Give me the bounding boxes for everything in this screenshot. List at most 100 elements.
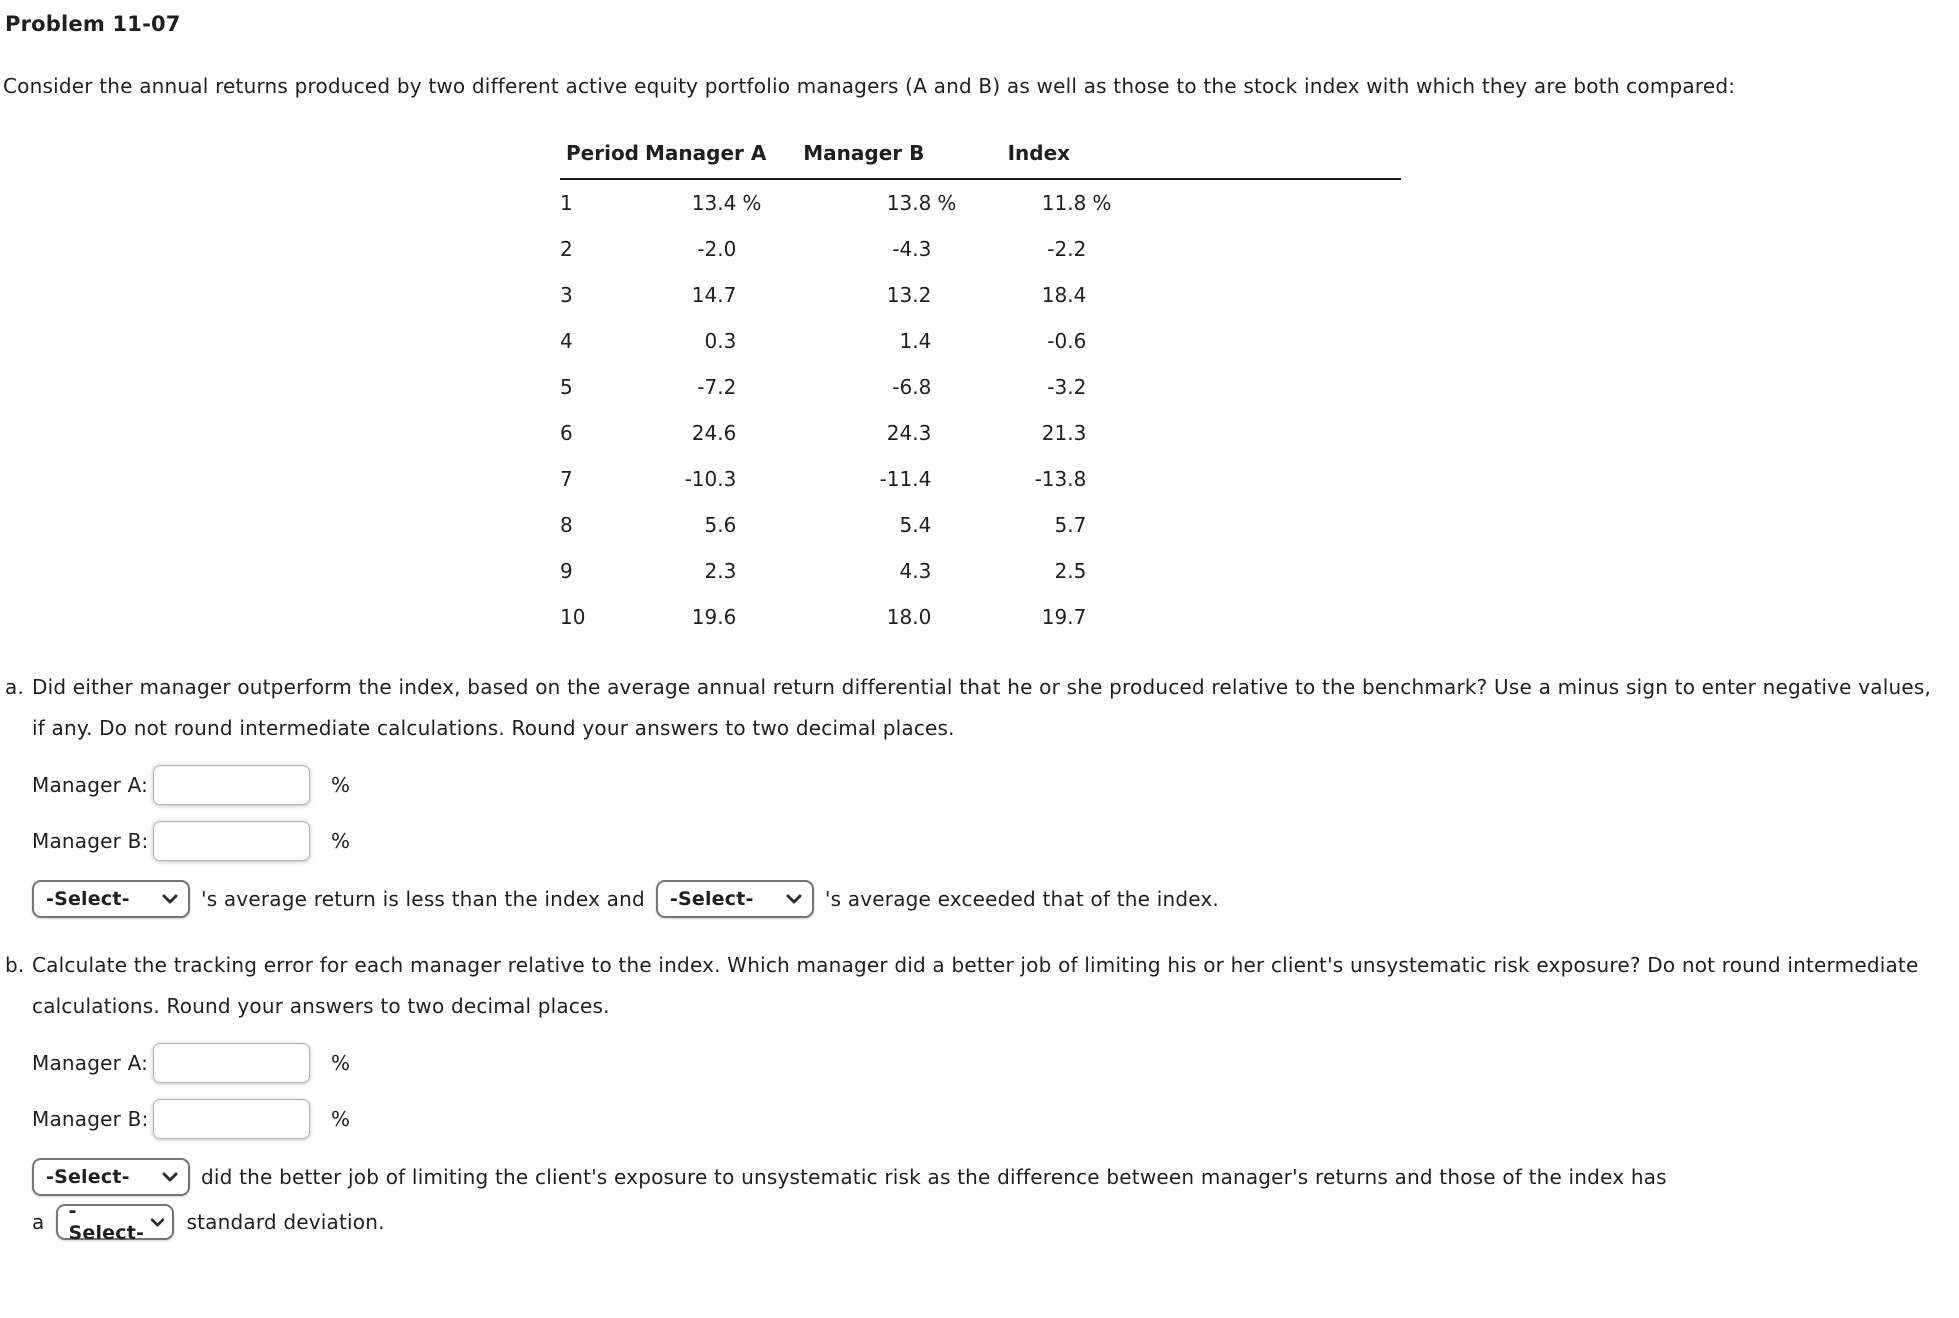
part-a-conclusion-row: -Select- 's average return is less than …: [32, 880, 1952, 918]
table-header-index: Index: [961, 141, 1117, 180]
select-value: -Select-: [46, 1166, 130, 1188]
filler-cell: [1116, 364, 1401, 410]
manager-a-value: -7.2: [697, 375, 737, 399]
table-header-manager-b: Manager B: [766, 141, 962, 180]
percent-sign: %: [1092, 191, 1112, 215]
index-cell: -2.2: [961, 226, 1116, 272]
select-value: -Select-: [68, 1200, 145, 1244]
part-b-manager-b-input[interactable]: [153, 1099, 310, 1139]
part-b-question-row: b. Calculate the tracking error for each…: [5, 945, 1959, 1027]
manager-b-value: 24.3: [886, 421, 932, 445]
filler-cell: [1116, 548, 1401, 594]
problem-title: Problem 11-07: [5, 12, 181, 36]
problem-page: Problem 11-07 Consider the annual return…: [0, 12, 1959, 1244]
manager-a-value: 24.6: [691, 421, 737, 445]
index-cell: -0.6: [961, 318, 1116, 364]
index-cell: 19.7: [961, 594, 1116, 640]
period-cell: 1: [560, 191, 573, 215]
index-cell: -3.2: [961, 364, 1116, 410]
part-b-manager-b-label: Manager B:: [32, 1107, 149, 1131]
part-a-marker: a.: [5, 675, 25, 699]
period-cell: 3: [560, 283, 573, 307]
index-value: 11.8: [1041, 191, 1087, 215]
intro-text: Consider the annual returns produced by …: [3, 74, 1736, 98]
manager-a-cell: 13.4%: [645, 179, 766, 226]
period-cell: 9: [560, 559, 573, 583]
part-a-manager-a-label: Manager A:: [32, 773, 149, 797]
part-b-statement-2-suffix: standard deviation.: [186, 1210, 385, 1234]
index-cell: -13.8: [961, 456, 1116, 502]
index-value: -13.8: [1034, 467, 1087, 491]
part-a-manager-b-row: Manager B: %: [32, 821, 1959, 861]
percent-sign: %: [331, 1107, 351, 1131]
index-value: -3.2: [1047, 375, 1087, 399]
chevron-down-icon: [150, 1217, 165, 1227]
part-a-manager-a-row: Manager A: %: [32, 765, 1959, 805]
part-b-select-2[interactable]: -Select-: [56, 1200, 175, 1244]
manager-a-value: -2.0: [697, 237, 737, 261]
manager-a-cell: 2.3: [645, 548, 766, 594]
part-b-manager-a-input[interactable]: [153, 1043, 310, 1083]
part-b-section: b. Calculate the tracking error for each…: [5, 945, 1959, 1244]
table-row: 7 -10.3 -11.4 -13.8: [560, 456, 1401, 502]
part-b-select-1[interactable]: -Select-: [32, 1158, 190, 1196]
table-row: 6 24.6 24.3 21.3: [560, 410, 1401, 456]
filler-cell: [1116, 226, 1401, 272]
part-b-answers: Manager A: % Manager B: % -Select- did t…: [32, 1043, 1959, 1244]
part-a-manager-b-label: Manager B:: [32, 829, 149, 853]
manager-b-cell: -11.4: [766, 456, 961, 502]
manager-b-cell: -4.3: [766, 226, 961, 272]
index-value: -2.2: [1047, 237, 1087, 261]
manager-b-cell: 13.2: [766, 272, 961, 318]
part-b-manager-b-row: Manager B: %: [32, 1099, 1959, 1139]
manager-a-cell: 24.6: [645, 410, 766, 456]
part-b-manager-a-row: Manager A: %: [32, 1043, 1959, 1083]
manager-a-cell: -10.3: [645, 456, 766, 502]
period-cell: 2: [560, 237, 573, 261]
manager-b-cell: 1.4: [766, 318, 961, 364]
table-row: 5 -7.2 -6.8 -3.2: [560, 364, 1401, 410]
percent-sign: %: [742, 191, 762, 215]
part-a-select-1[interactable]: -Select-: [32, 880, 190, 918]
part-b-conclusion-row-2: a -Select- standard deviation.: [32, 1200, 1952, 1244]
manager-b-value: -11.4: [879, 467, 932, 491]
table-row: 8 5.6 5.4 5.7: [560, 502, 1401, 548]
manager-b-value: 1.4: [899, 329, 932, 353]
index-cell: 5.7: [961, 502, 1116, 548]
index-value: 19.7: [1041, 605, 1087, 629]
manager-a-value: 19.6: [691, 605, 737, 629]
manager-b-cell: 4.3: [766, 548, 961, 594]
part-a-manager-b-input[interactable]: [153, 821, 310, 861]
filler-cell: [1116, 179, 1401, 226]
manager-a-cell: 5.6: [645, 502, 766, 548]
part-a-manager-a-input[interactable]: [153, 765, 310, 805]
manager-b-value: -6.8: [892, 375, 932, 399]
index-cell: 18.4: [961, 272, 1116, 318]
table-header-row: Period Manager A Manager B Index: [560, 141, 1402, 180]
table-row: 2 -2.0 -4.3 -2.2: [560, 226, 1401, 272]
part-a-question: Did either manager outperform the index,…: [32, 675, 1932, 740]
manager-b-cell: 24.3: [766, 410, 961, 456]
manager-b-value: 18.0: [886, 605, 932, 629]
manager-a-value: 14.7: [691, 283, 737, 307]
select-value: -Select-: [46, 888, 130, 910]
percent-sign: %: [331, 1051, 351, 1075]
manager-a-value: 0.3: [704, 329, 737, 353]
period-cell: 6: [560, 421, 573, 445]
percent-sign: %: [331, 829, 351, 853]
index-value: 2.5: [1054, 559, 1087, 583]
manager-b-value: 13.8: [886, 191, 932, 215]
period-cell: 8: [560, 513, 573, 537]
select-value: -Select-: [669, 888, 754, 910]
index-value: -0.6: [1047, 329, 1087, 353]
filler-cell: [1116, 456, 1401, 502]
chevron-down-icon: [786, 894, 802, 904]
manager-a-cell: 0.3: [645, 318, 766, 364]
part-a-select-2[interactable]: -Select-: [655, 880, 814, 918]
manager-b-value: 4.3: [899, 559, 932, 583]
table-row: 4 0.3 1.4 -0.6: [560, 318, 1401, 364]
index-value: 18.4: [1041, 283, 1087, 307]
table-header-period: Period: [560, 141, 645, 180]
filler-cell: [1116, 594, 1401, 640]
returns-table: Period Manager A Manager B Index 1 13.4%…: [560, 141, 1402, 640]
